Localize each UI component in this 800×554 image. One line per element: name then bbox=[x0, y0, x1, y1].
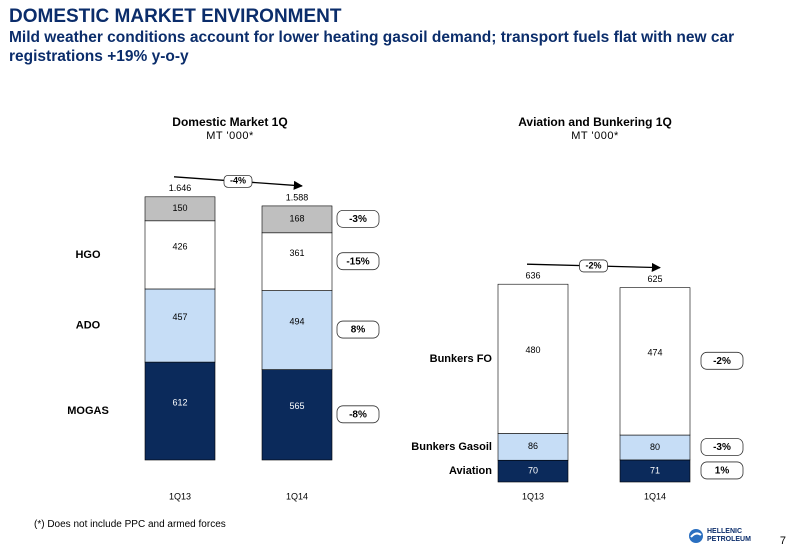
value-label: 70 bbox=[528, 465, 538, 475]
logo-text: PETROLEUM bbox=[707, 536, 751, 543]
change-box bbox=[336, 320, 380, 339]
bar-segment bbox=[261, 205, 333, 234]
bar-segment bbox=[144, 220, 216, 290]
change-box bbox=[700, 461, 744, 480]
change-label: 8% bbox=[351, 325, 366, 336]
series-label: Aviation bbox=[449, 465, 492, 477]
bar-segment bbox=[261, 232, 333, 291]
bar-segment bbox=[497, 283, 569, 434]
total-change-box bbox=[223, 174, 253, 188]
series-label: ADO bbox=[76, 319, 101, 331]
change-box bbox=[336, 209, 380, 228]
value-label: 361 bbox=[289, 248, 304, 258]
x-tick-label: 1Q14 bbox=[644, 491, 666, 501]
change-label: -3% bbox=[349, 214, 367, 225]
value-label: 150 bbox=[172, 203, 187, 213]
change-label: -15% bbox=[346, 256, 369, 267]
change-box bbox=[336, 405, 380, 424]
bar-segment bbox=[144, 288, 216, 363]
total-change-box bbox=[579, 259, 608, 273]
x-tick-label: 1Q13 bbox=[169, 491, 191, 501]
total-label: 1.646 bbox=[169, 183, 192, 193]
logo-icon bbox=[689, 529, 703, 543]
chart-subtitle: MT '000* bbox=[206, 130, 254, 142]
total-label: 636 bbox=[525, 271, 540, 281]
bar-segment bbox=[261, 290, 333, 370]
total-label: 1.588 bbox=[286, 192, 309, 202]
bar-segment bbox=[144, 196, 216, 222]
value-label: 480 bbox=[525, 345, 540, 355]
slide-subtitle: Mild weather conditions account for lowe… bbox=[9, 29, 735, 65]
header: DOMESTIC MARKET ENVIRONMENT Mild weather… bbox=[9, 6, 789, 66]
value-label: 457 bbox=[172, 312, 187, 322]
value-label: 168 bbox=[289, 214, 304, 224]
footnote: (*) Does not include PPC and armed force… bbox=[34, 519, 226, 530]
bar-segment bbox=[619, 287, 691, 436]
total-label: 625 bbox=[647, 274, 662, 284]
chart-title: Aviation and Bunkering 1Q bbox=[518, 115, 672, 129]
value-label: 565 bbox=[289, 401, 304, 411]
series-label: Bunkers FO bbox=[430, 353, 493, 365]
change-label: -3% bbox=[713, 442, 731, 453]
total-change-label: -4% bbox=[230, 176, 246, 186]
x-tick-label: 1Q14 bbox=[286, 491, 308, 501]
value-label: 71 bbox=[650, 465, 660, 475]
value-label: 80 bbox=[650, 442, 660, 452]
value-label: 612 bbox=[172, 397, 187, 407]
value-label: 474 bbox=[647, 348, 662, 358]
series-label: MOGAS bbox=[67, 405, 109, 417]
change-box bbox=[700, 351, 744, 370]
chart-subtitle: MT '000* bbox=[571, 130, 619, 142]
change-label: 1% bbox=[715, 466, 730, 477]
chart-title: Domestic Market 1Q bbox=[172, 115, 287, 129]
change-box bbox=[700, 438, 744, 456]
change-label: -8% bbox=[349, 409, 367, 420]
total-change-label: -2% bbox=[585, 260, 601, 270]
change-label: -2% bbox=[713, 356, 731, 367]
change-box bbox=[336, 252, 380, 271]
bar-segment bbox=[261, 369, 333, 461]
value-label: 426 bbox=[172, 241, 187, 251]
value-label: 494 bbox=[289, 316, 304, 326]
page-number: 7 bbox=[779, 535, 786, 547]
bar-segment bbox=[619, 434, 691, 461]
series-label: Bunkers Gasoil bbox=[411, 441, 492, 453]
value-label: 86 bbox=[528, 441, 538, 451]
x-tick-label: 1Q13 bbox=[522, 491, 544, 501]
series-label: HGO bbox=[75, 249, 101, 261]
logo: HELLENIC PETROLEUM bbox=[688, 528, 751, 544]
bar-segment bbox=[144, 361, 216, 461]
slide-title: DOMESTIC MARKET ENVIRONMENT bbox=[9, 6, 342, 27]
logo-text: HELLENIC bbox=[707, 528, 742, 535]
